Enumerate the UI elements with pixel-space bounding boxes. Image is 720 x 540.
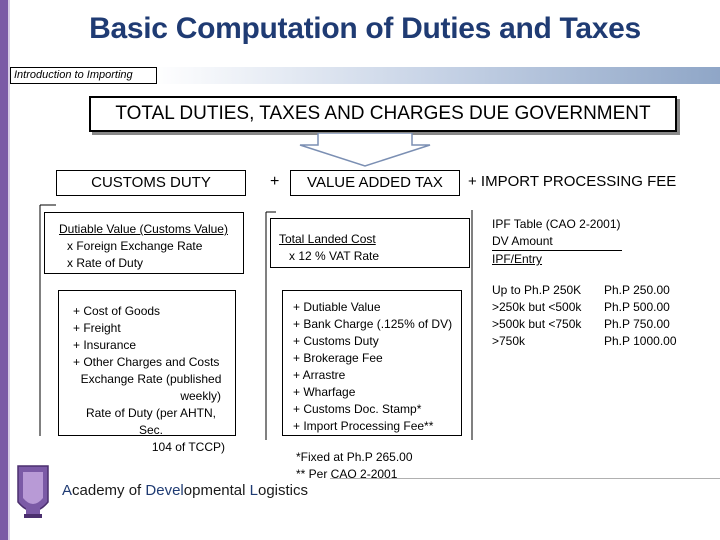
table-row: >250k but <500k Ph.P 500.00 [492,299,712,316]
list-item: + Wharfage [293,385,356,399]
list-item: weekly) [180,389,221,403]
customs-duty-label: CUSTOMS DUTY [56,170,246,196]
left-accent-bar [0,0,8,540]
total-landed-cost-heading: Total Landed Cost [279,232,376,246]
footer-word: of [128,482,146,499]
table-row: >500k but <750k Ph.P 750.00 [492,316,712,333]
list-item: + Dutiable Value [293,300,381,314]
list-item: Exchange Rate (published [80,372,222,386]
section-label: Introduction to Importing [10,67,157,84]
list-item: + Brokerage Fee [293,351,383,365]
vat-footnotes: *Fixed at Ph.P 265.00 ** Per CAO 2-2001 [296,449,413,483]
footer-word: ogistics [257,482,309,499]
fee-cell: Ph.P 1000.00 [604,334,677,348]
table-row: >750k Ph.P 1000.00 [492,333,712,350]
list-item: + Customs Duty [293,334,379,348]
customs-components-box: + Cost of Goods + Freight + Insurance + … [58,290,236,454]
left-accent-bar-light [8,0,10,540]
down-arrow-icon [299,133,431,167]
list-item: + Import Processing Fee** [293,419,434,433]
fee-cell: Ph.P 750.00 [604,317,670,331]
page-title: Basic Computation of Duties and Taxes [89,12,641,45]
list-item: Rate of Duty (per AHTN, Sec. [85,406,217,437]
fee-cell: Ph.P 250.00 [604,283,670,297]
list-item: + Bank Charge (.125% of DV) [293,317,453,331]
footer-l: L [249,482,258,499]
footer-devel: Devel [145,482,184,499]
ipf-rows: Up to Ph.P 250K Ph.P 250.00 >250k but <5… [492,282,712,350]
academy-footer: Academy of Developmental Logistics [62,482,308,499]
range-cell: >750k [492,334,526,348]
vat-label: VALUE ADDED TAX [290,170,460,196]
total-landed-cost-box: Total Landed Cost x 12 % VAT Rate [270,218,470,268]
range-cell: Up to Ph.P 250K [492,283,582,297]
dutiable-value-box: Dutiable Value (Customs Value) x Foreign… [44,212,244,274]
ipf-table: IPF Table (CAO 2-2001) DV Amount IPF/Ent… [492,216,712,268]
subtitle-gradient-bar [10,67,720,84]
range-cell: >250k but <500k [492,300,582,314]
landed-cost-components-box: + Dutiable Value + Bank Charge (.125% of… [282,290,462,436]
total-header-box: TOTAL DUTIES, TAXES AND CHARGES DUE GOVE… [89,96,677,132]
list-item: + Insurance [73,338,137,352]
list-item: 104 of TCCP) [151,440,225,454]
table-row: Up to Ph.P 250K Ph.P 250.00 [492,282,712,299]
footer-word: opmental [183,482,250,499]
ipf-table-title: IPF Table (CAO 2-2001) [492,217,621,231]
academy-shield-logo-icon [17,465,49,518]
footer-word: cademy [72,482,129,499]
ipf-table-col1: DV Amount [492,233,622,251]
duty-rate-line: x Rate of Duty [67,256,144,270]
footnote: *Fixed at Ph.P 265.00 [296,450,413,464]
list-item: + Freight [73,321,121,335]
fee-cell: Ph.P 500.00 [604,300,670,314]
fx-rate-line: x Foreign Exchange Rate [67,239,203,253]
vat-rate-line: x 12 % VAT Rate [289,249,380,263]
range-cell: >500k but <750k [492,317,582,331]
footer-divider [330,478,720,479]
list-item: + Cost of Goods [73,304,161,318]
list-item: + Other Charges and Costs [73,355,220,369]
dutiable-value-heading: Dutiable Value (Customs Value) [59,222,228,236]
footnote: ** Per CAO 2-2001 [296,467,398,481]
ipf-label: + IMPORT PROCESSING FEE [468,173,677,190]
list-item: + Customs Doc. Stamp* [293,402,422,416]
plus-sign: + [270,173,280,190]
footer-a: A [62,482,73,499]
ipf-table-col2: IPF/Entry [492,252,543,266]
list-item: + Arrastre [293,368,346,382]
